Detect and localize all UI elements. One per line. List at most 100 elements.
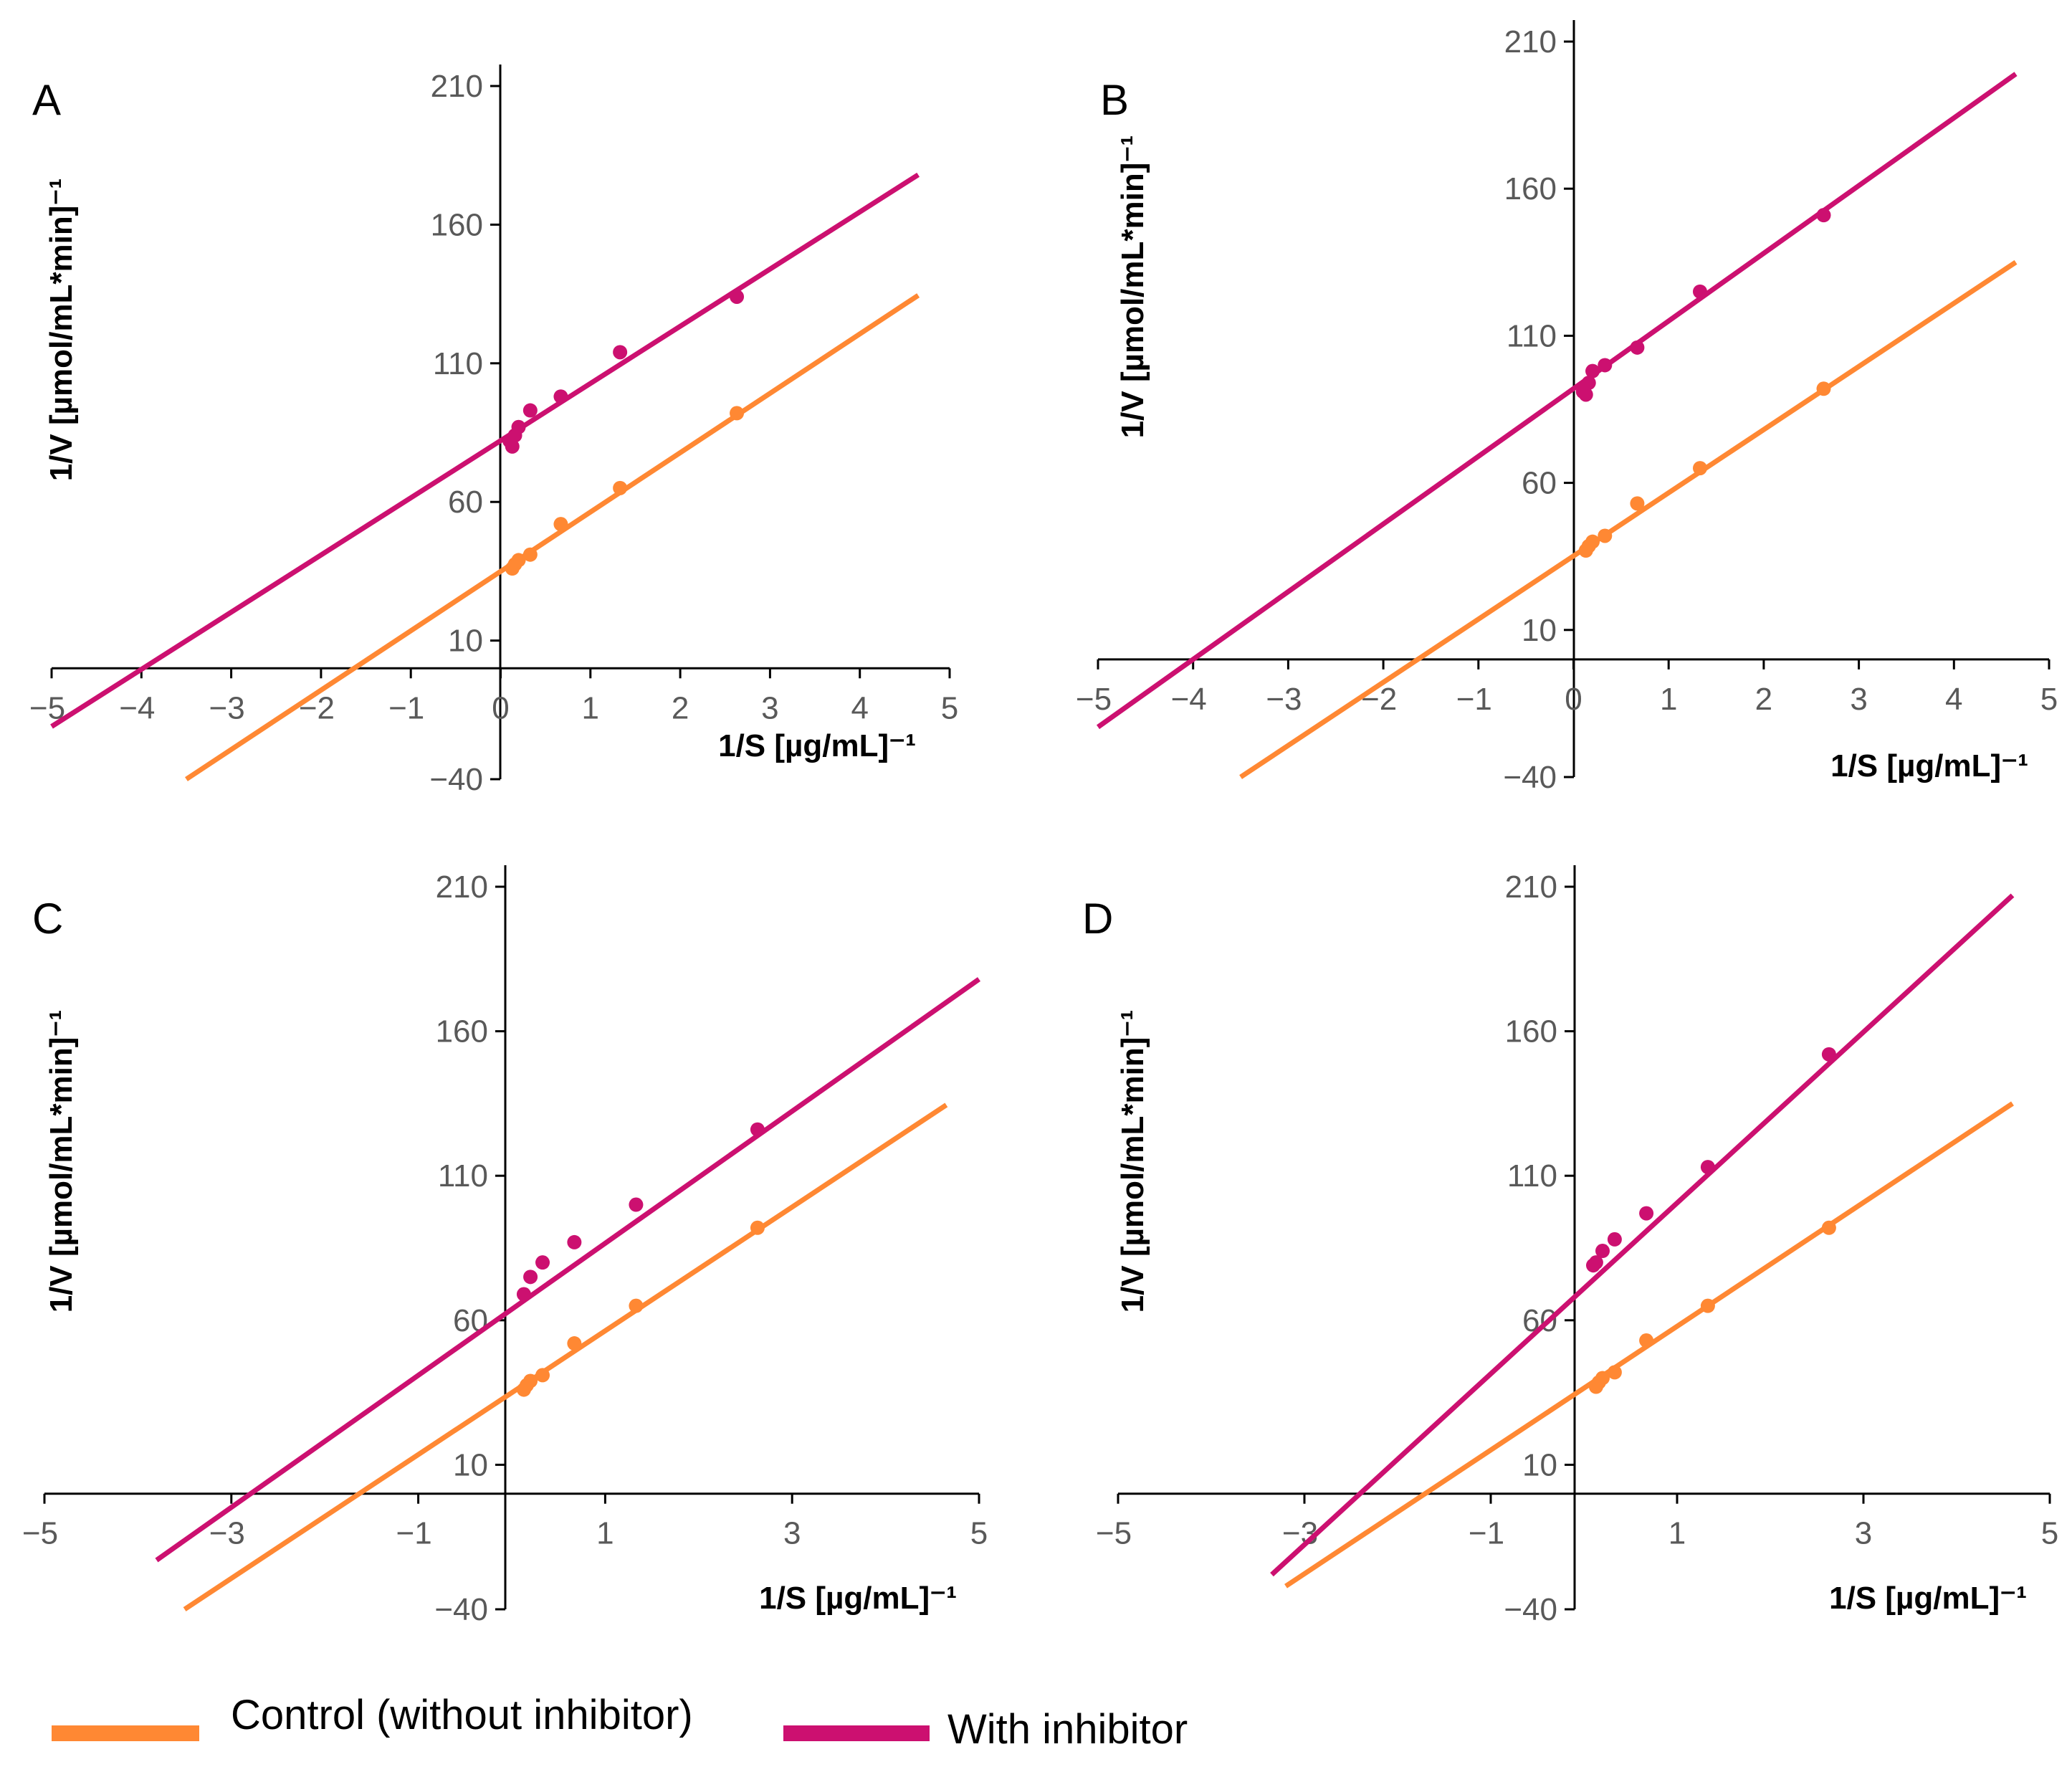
x-tick-label: 5: [941, 690, 958, 725]
x-tick-label: 4: [1945, 682, 1962, 717]
inhibitor-data-point: [730, 289, 745, 304]
y-tick-label: 110: [1507, 318, 1557, 353]
y-tick-label: 60: [1522, 466, 1557, 501]
y-tick-label: 10: [1522, 613, 1557, 648]
y-tick-label: 160: [1505, 1014, 1557, 1049]
control-data-point: [511, 553, 526, 568]
y-tick-label: 10: [453, 1447, 488, 1482]
control-data-point: [1585, 534, 1600, 549]
control-data-point: [1630, 496, 1645, 511]
x-tick-label: −1: [396, 1516, 432, 1551]
x-tick-label: −1: [388, 690, 424, 725]
inhibitor-data-point: [1598, 358, 1613, 373]
y-tick-label: 210: [431, 69, 483, 104]
x-tick-label: 1: [596, 1516, 614, 1551]
x-tick-label: 2: [1755, 682, 1772, 717]
x-tick-label: 3: [1855, 1516, 1872, 1551]
y-tick-label: 110: [433, 346, 483, 381]
y-tick-label: 60: [448, 485, 483, 520]
x-tick-label: 1: [582, 690, 599, 725]
y-axis-title: 1/V [µmol/mL*min]⁻¹: [1115, 135, 1150, 439]
y-tick-label: −40: [1504, 1592, 1557, 1627]
x-tick-label: −3: [209, 690, 245, 725]
inhibitor-data-point: [613, 345, 628, 360]
inhibitor-data-point: [1700, 1160, 1715, 1175]
x-tick-label: −1: [1469, 1516, 1504, 1551]
x-tick-label: 4: [851, 690, 868, 725]
inhibitor-data-point: [1585, 363, 1600, 378]
inhibitor-data-point: [1588, 1255, 1603, 1270]
control-data-point: [523, 1373, 538, 1389]
control-data-point: [629, 1298, 644, 1313]
panel-letter: B: [1100, 76, 1129, 124]
x-axis-title: 1/S [µg/mL]⁻¹: [1830, 748, 2028, 784]
inhibitor-trend-line: [1270, 893, 2015, 1577]
inhibitor-data-point: [553, 389, 568, 404]
x-tick-label: −4: [119, 690, 155, 725]
x-tick-label: 5: [2041, 1516, 2058, 1551]
panel-letter: C: [32, 895, 63, 943]
y-axis-title: 1/V [µmol/mL*min]⁻¹: [44, 178, 79, 482]
x-tick-label: −5: [1096, 1516, 1132, 1551]
control-data-point: [1607, 1365, 1622, 1380]
x-tick-label: 1: [1668, 1516, 1686, 1551]
control-data-point: [553, 517, 568, 532]
inhibitor-data-point: [505, 439, 520, 454]
x-axis-title: 1/S [µg/mL]⁻¹: [1829, 1581, 2027, 1616]
x-tick-label: −2: [299, 690, 335, 725]
y-tick-label: 210: [1505, 870, 1557, 905]
control-trend-line: [1239, 259, 2018, 779]
y-axis-title: 1/V [µmol/mL*min]⁻¹: [1115, 1010, 1150, 1313]
control-trend-line: [183, 1102, 948, 1611]
y-tick-label: 10: [448, 624, 483, 659]
control-data-point: [535, 1368, 550, 1383]
control-data-point: [1821, 1220, 1836, 1235]
x-tick-label: −5: [22, 1516, 58, 1551]
panel-letter: A: [32, 76, 61, 124]
inhibitor-data-point: [1607, 1232, 1622, 1247]
inhibitor-data-point: [523, 1270, 538, 1285]
x-tick-label: −5: [1076, 682, 1112, 717]
y-tick-label: 210: [1504, 24, 1557, 59]
control-data-point: [1595, 1371, 1610, 1386]
control-data-point: [567, 1336, 582, 1351]
inhibitor-data-point: [567, 1234, 582, 1249]
control-data-point: [1700, 1298, 1715, 1313]
control-data-point: [1639, 1333, 1654, 1348]
x-tick-label: −4: [1171, 682, 1207, 717]
inhibitor-data-point: [1639, 1206, 1654, 1221]
x-tick-label: 0: [492, 690, 509, 725]
x-tick-label: −3: [1282, 1516, 1318, 1551]
control-data-point: [1692, 461, 1707, 476]
y-tick-label: 160: [1504, 171, 1557, 206]
y-tick-label: 160: [431, 207, 483, 242]
inhibitor-data-point: [535, 1255, 550, 1270]
y-tick-label: 110: [1507, 1158, 1557, 1194]
y-axis-title: 1/V [µmol/mL*min]⁻¹: [44, 1010, 79, 1313]
y-tick-label: 210: [436, 870, 488, 905]
legend: Control (without inhibitor) With inhibit…: [52, 1692, 1188, 1753]
y-tick-label: 160: [436, 1014, 488, 1049]
inhibitor-data-point: [511, 419, 526, 434]
x-tick-label: 5: [970, 1516, 988, 1551]
inhibitor-data-point: [1816, 208, 1831, 223]
y-tick-label: −40: [429, 762, 483, 797]
control-trend-line: [185, 293, 920, 781]
y-tick-label: 10: [1522, 1447, 1557, 1482]
x-tick-label: 3: [783, 1516, 801, 1551]
inhibitor-data-point: [1595, 1244, 1610, 1259]
x-tick-label: 3: [1850, 682, 1867, 717]
inhibitor-data-point: [1578, 387, 1593, 402]
y-tick-label: 60: [453, 1303, 488, 1338]
control-data-point: [613, 480, 628, 495]
x-tick-label: 5: [2040, 682, 2058, 717]
inhibitor-data-point: [516, 1287, 531, 1302]
inhibitor-data-point: [1692, 284, 1707, 299]
x-axis-title: 1/S [µg/mL]⁻¹: [759, 1581, 957, 1616]
